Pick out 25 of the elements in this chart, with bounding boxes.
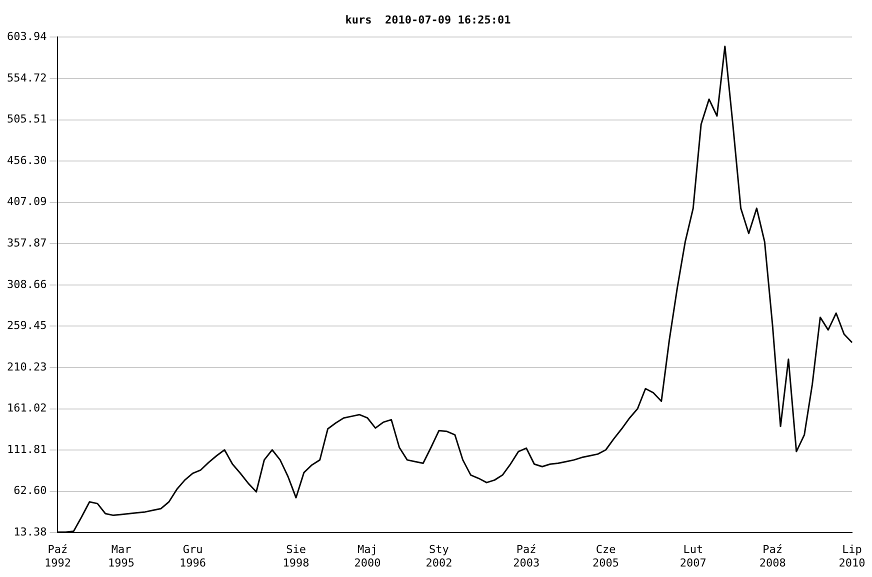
x-tick-label: Sie 1998 — [282, 543, 310, 570]
x-tick-label: Paź 2008 — [759, 543, 786, 570]
y-tick-label: 13.38 — [14, 525, 47, 538]
x-tick-label: Paź 2003 — [513, 543, 540, 570]
x-tick-label: Maj 2000 — [354, 543, 381, 570]
y-tick-label: 456.30 — [6, 154, 47, 167]
x-tick-label: Lut 2007 — [680, 543, 706, 570]
x-tick-label: Sty 2002 — [426, 543, 452, 570]
y-tick-label: 259.45 — [6, 319, 47, 332]
x-tick-label: Paź 1992 — [44, 543, 71, 570]
y-tick-label: 62.60 — [14, 484, 47, 498]
y-tick-label: 161.02 — [6, 402, 47, 415]
x-tick-label: Mar 1995 — [108, 543, 135, 570]
x-tick-label: Lip 2010 — [838, 543, 866, 570]
y-tick-label: 603.94 — [6, 30, 48, 44]
x-tick-label: Cze 2005 — [592, 543, 620, 570]
x-tick-label: Gru 1996 — [180, 543, 206, 570]
y-tick-label: 357.87 — [6, 236, 47, 250]
y-tick-label: 210.23 — [6, 360, 47, 374]
chart-title: kurs 2010-07-09 16:25:01 — [345, 13, 512, 26]
y-tick-label: 111.81 — [6, 442, 47, 456]
y-tick-label: 308.66 — [6, 278, 47, 291]
y-tick-label: 407.09 — [6, 195, 47, 208]
y-tick-label: 505.51 — [6, 112, 47, 126]
y-tick-label: 554.72 — [6, 71, 47, 84]
